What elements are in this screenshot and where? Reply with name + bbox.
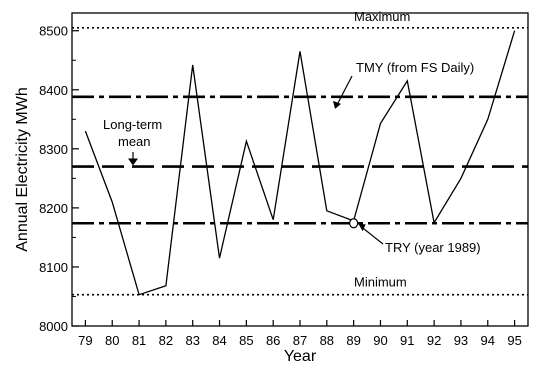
y-tick-label-8000: 8000 <box>39 319 68 334</box>
electricity-series-line <box>84 30 516 296</box>
try-arrow-line <box>360 225 384 245</box>
reference-lines <box>72 26 528 296</box>
x-tick-label-86: 86 <box>266 333 280 348</box>
y-tick-label-8200: 8200 <box>39 201 68 216</box>
x-tick-label-94: 94 <box>481 333 495 348</box>
tmy-arrow-line <box>336 75 353 106</box>
y-axis-title: Annual Electricity MWh <box>14 87 31 252</box>
maximum-label: Maximum <box>354 9 410 24</box>
x-tick-label-89: 89 <box>346 333 360 348</box>
minimum-label: Minimum <box>354 275 407 290</box>
x-axis-title: Year <box>284 348 317 365</box>
y-tick-label-8300: 8300 <box>39 142 68 157</box>
long-term-mean-label-line1: Long-term <box>103 117 162 132</box>
mean-arrow-head <box>128 158 138 166</box>
try-highlight-marker <box>349 218 359 229</box>
x-tick-label-84: 84 <box>212 333 226 348</box>
y-tick-label-8100: 8100 <box>39 260 68 275</box>
tmy-arrow-head <box>333 100 341 109</box>
x-tick-label-80: 80 <box>105 333 119 348</box>
x-tick-label-92: 92 <box>427 333 441 348</box>
series-layer <box>84 30 516 296</box>
long-term-mean-label-line2: mean <box>118 134 151 149</box>
axes: 79 80 81 82 83 84 85 86 87 88 89 90 91 92 93 94 95 8000 81… <box>14 12 529 365</box>
x-tick-label-79: 79 <box>78 333 92 348</box>
try-arrow-head <box>358 224 366 232</box>
x-tick-label-82: 82 <box>159 333 173 348</box>
y-tick-label-8400: 8400 <box>39 83 68 98</box>
x-tick-label-81: 81 <box>132 333 146 348</box>
x-tick-label-88: 88 <box>320 333 334 348</box>
y-tick-label-8500: 8500 <box>39 24 68 39</box>
x-tick-label-91: 91 <box>400 333 414 348</box>
try-label: TRY (year 1989) <box>385 240 481 255</box>
x-tick-label-93: 93 <box>454 333 468 348</box>
x-tick-label-85: 85 <box>239 333 253 348</box>
annotations: Maximum Minimum TMY (from FS Daily) Long-te… <box>103 9 481 290</box>
x-tick-label-90: 90 <box>373 333 387 348</box>
x-tick-label-95: 95 <box>507 333 521 348</box>
x-tick-label-83: 83 <box>185 333 199 348</box>
x-tick-label-87: 87 <box>293 333 307 348</box>
tmy-label: TMY (from FS Daily) <box>356 60 474 75</box>
